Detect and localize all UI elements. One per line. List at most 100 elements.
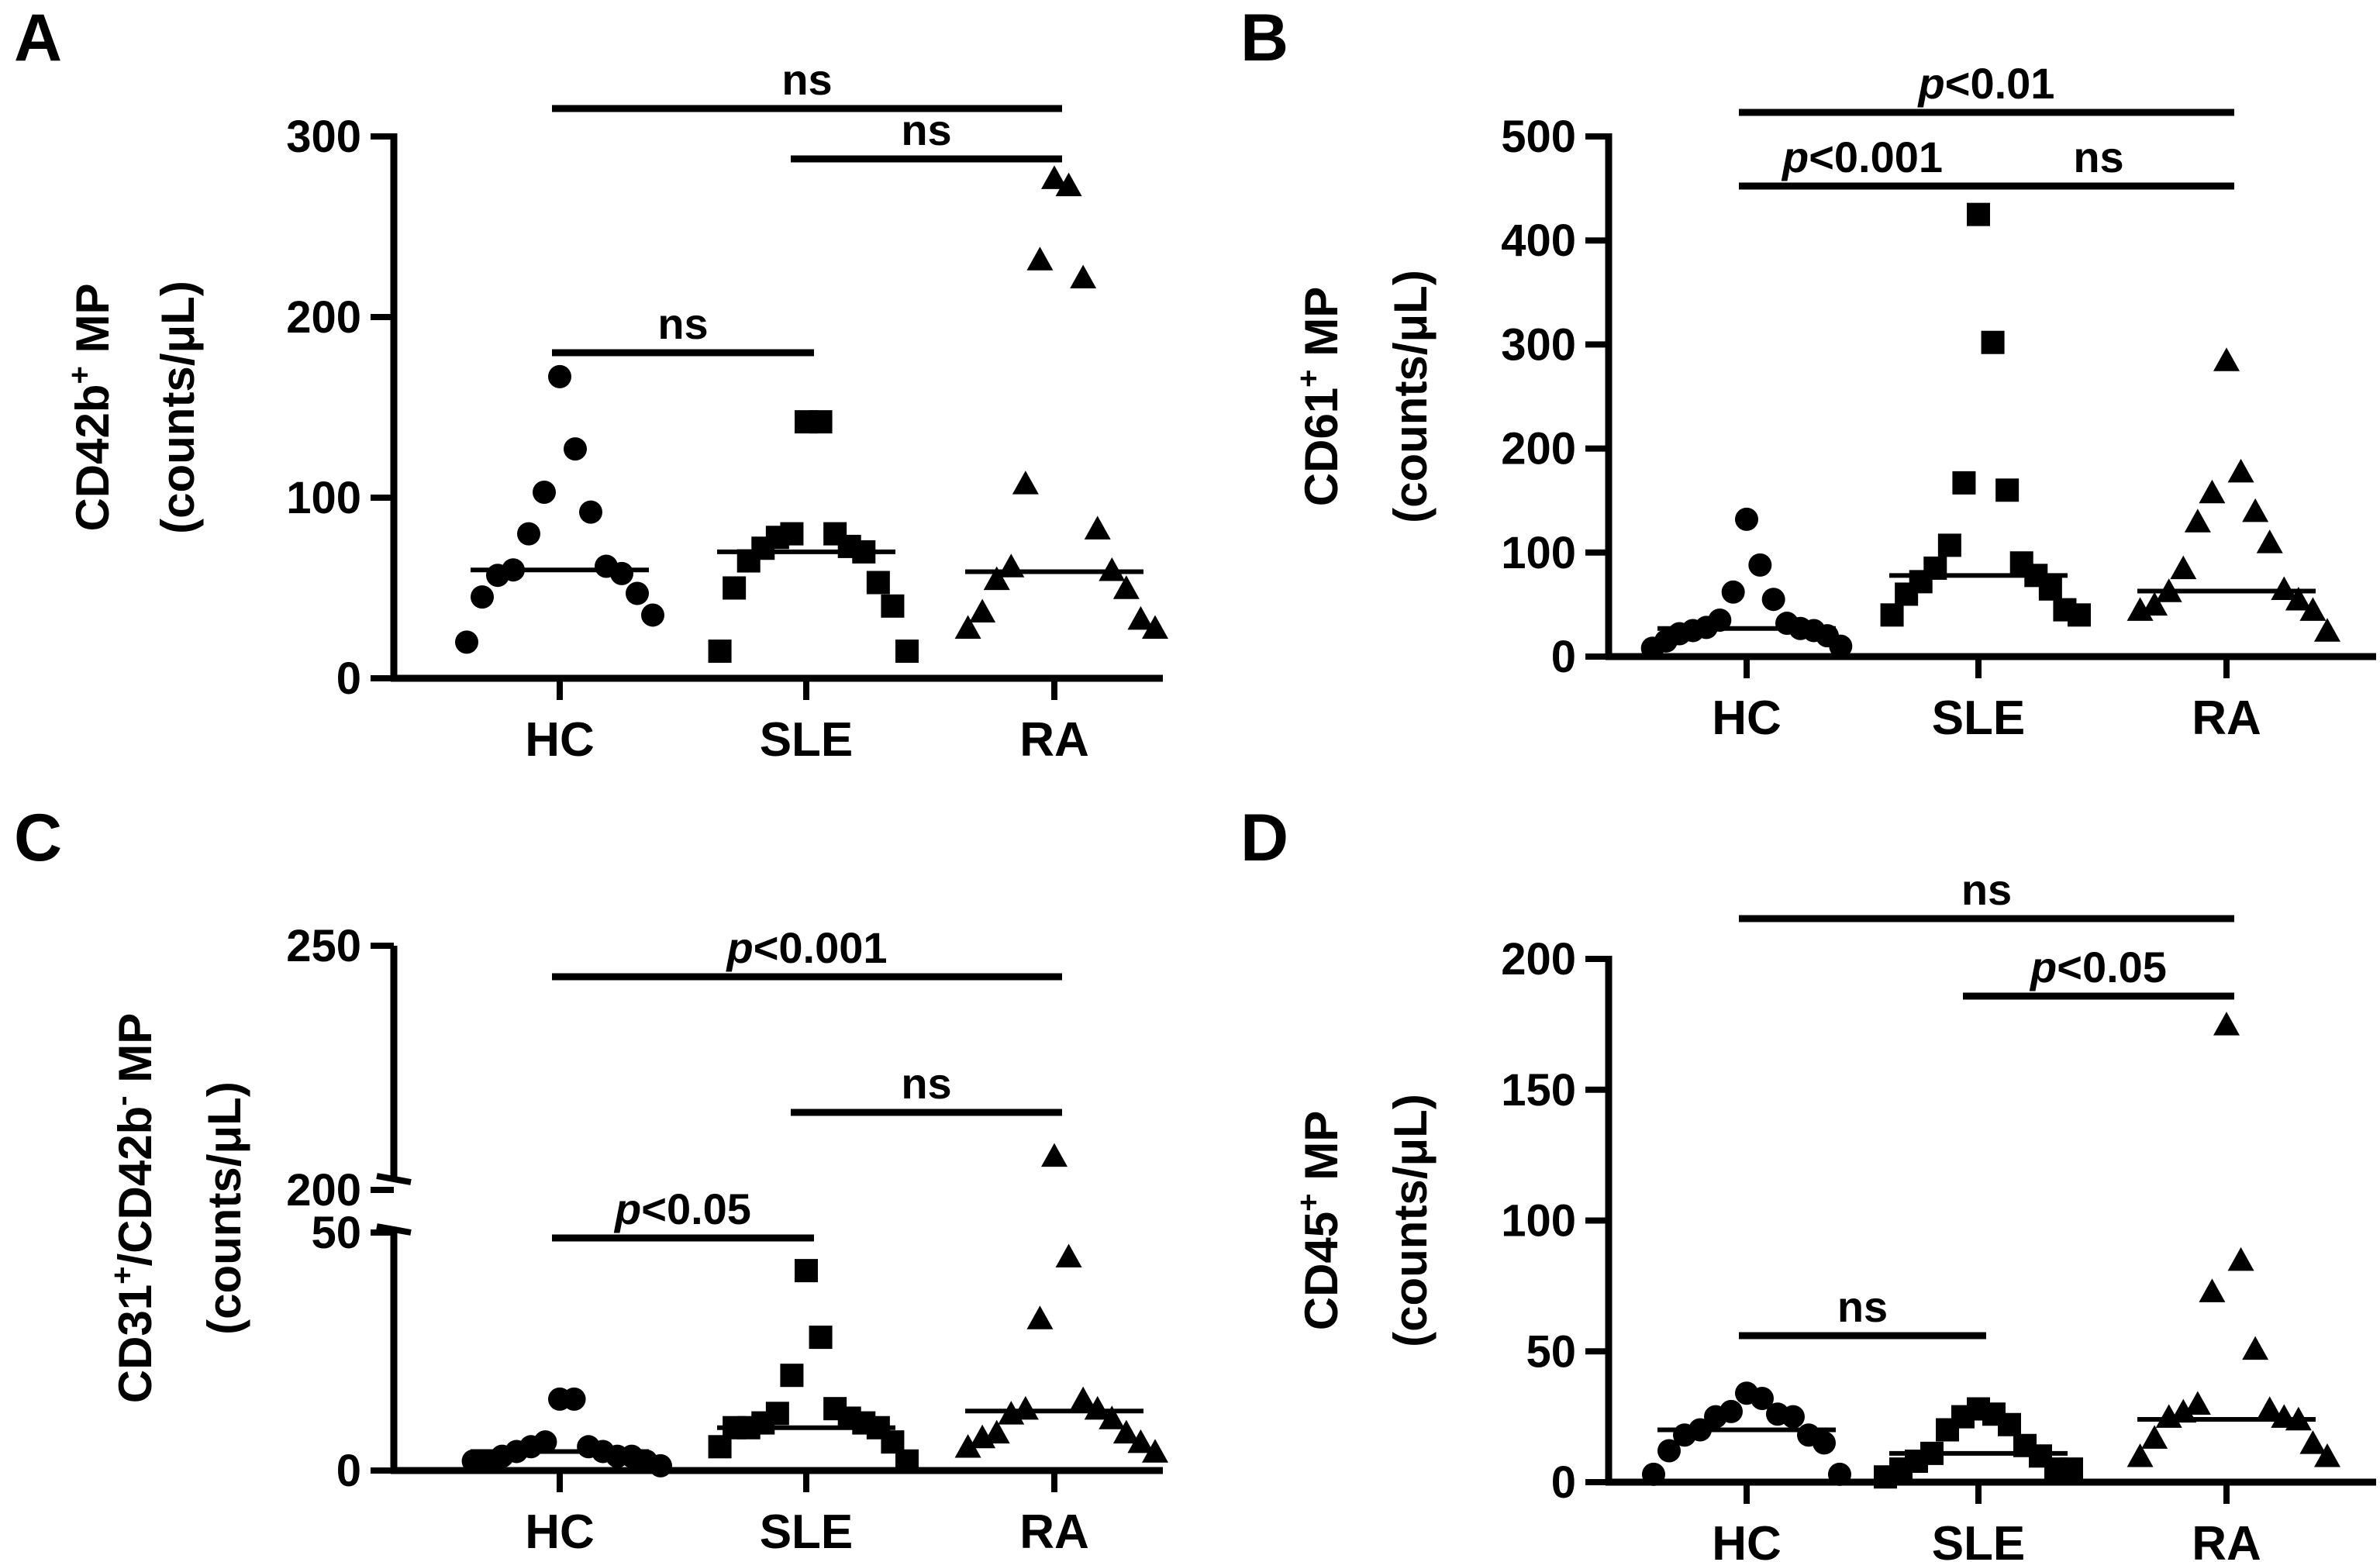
y-tick-label: 200 <box>1501 934 1576 984</box>
significance-value: <0.05 <box>641 1184 751 1233</box>
significance-p: p <box>725 923 753 972</box>
data-point-hc <box>1642 1462 1665 1486</box>
y-tick-label: 500 <box>1501 112 1576 162</box>
data-point-hc <box>1657 1439 1681 1463</box>
significance-p: p <box>1917 59 1945 108</box>
data-point-ra <box>2299 1430 2327 1454</box>
x-category-label: RA <box>2192 691 2261 745</box>
y-axis-title-text: CD31 <box>109 1284 161 1403</box>
y-tick-label: 50 <box>1526 1326 1576 1377</box>
y-axis-title-line: (counts/μL) <box>198 1081 250 1335</box>
data-point-ra <box>969 598 996 623</box>
data-point-ra <box>1084 515 1111 540</box>
data-point-sle <box>881 594 905 618</box>
y-axis-title-text: MP <box>109 1013 161 1096</box>
data-point-sle <box>780 1364 804 1388</box>
data-point-ra <box>2256 1396 2283 1420</box>
data-point-hc <box>517 522 540 546</box>
data-point-sle <box>1995 478 2020 502</box>
data-point-ra <box>2184 1391 2211 1415</box>
y-axis-title-text: CD45 <box>1295 1212 1347 1330</box>
data-point-ra <box>2314 1443 2340 1467</box>
x-category-label: SLE <box>1932 691 2026 745</box>
data-point-ra <box>2242 498 2269 522</box>
y-axis-title-text: /CD42b <box>109 1106 161 1267</box>
y-tick-label: 0 <box>336 653 361 704</box>
data-point-ra <box>2213 347 2240 371</box>
data-point-sle <box>708 1435 732 1459</box>
data-point-ra <box>1026 247 1054 271</box>
data-point-hc <box>1640 636 1664 660</box>
data-point-ra <box>2199 1278 2226 1302</box>
significance-value: ns <box>901 105 951 154</box>
significance-value: ns <box>2073 133 2123 181</box>
y-tick-label: 0 <box>1551 1457 1576 1508</box>
y-axis-title-line: (counts/μL) <box>1385 270 1437 523</box>
data-point-ra <box>1127 1429 1154 1453</box>
data-point-ra <box>954 615 981 640</box>
x-category-label: RA <box>2192 1517 2261 1562</box>
significance-label: ns <box>781 55 832 104</box>
data-point-ra <box>2227 458 2254 483</box>
x-category-label: RA <box>1019 713 1089 767</box>
data-point-sle <box>723 576 747 600</box>
panel-letter: A <box>14 1 62 75</box>
data-point-hc <box>1735 507 1758 531</box>
significance-label: ns <box>1837 1282 1888 1331</box>
y-tick-label: 300 <box>1501 319 1576 370</box>
y-axis-title-line: CD31+/CD42b- MP <box>105 1013 161 1403</box>
x-category-label: HC <box>525 1505 595 1559</box>
data-point-ra <box>2141 591 2168 616</box>
y-tick-label: 0 <box>1551 632 1576 682</box>
data-point-sle <box>1880 603 1904 627</box>
y-axis-title-line: (counts/μL) <box>1385 1094 1437 1347</box>
significance-p: p <box>1781 133 1809 181</box>
significance-value: <0.01 <box>1945 59 2055 108</box>
data-point-ra <box>1142 1439 1168 1463</box>
data-point-hc <box>1828 1462 1851 1486</box>
data-point-ra <box>954 1434 981 1458</box>
panel-a: A 0 100 200 300 HC SLE RA CD42b+ MP (counts/μL) ns… <box>14 1 1168 767</box>
data-point-sle <box>2068 603 2091 627</box>
y-tick-label: 200 <box>1501 424 1576 474</box>
data-point-hc <box>649 1453 672 1478</box>
y-tick-label: 100 <box>1501 1196 1576 1246</box>
y-axis-title-text: (counts/μL) <box>1385 270 1437 523</box>
y-axis-break-mark <box>376 1173 412 1185</box>
y-axis-title-line: CD45+ MP <box>1292 1111 1347 1330</box>
x-category-label: SLE <box>760 1505 854 1559</box>
significance-value: ns <box>901 1059 951 1108</box>
y-tick-label: 250 <box>286 921 361 971</box>
data-point-hc <box>1829 634 1853 658</box>
data-point-ra <box>1099 1405 1126 1429</box>
x-category-label: SLE <box>1932 1517 2026 1562</box>
significance-value: ns <box>1961 865 2012 914</box>
data-point-ra <box>2126 1443 2154 1467</box>
y-axis-title-text: (counts/μL) <box>1385 1094 1437 1347</box>
data-point-ra <box>1041 165 1068 189</box>
data-point-sle <box>866 571 890 595</box>
significance-p: p <box>2029 943 2057 991</box>
panel-letter: C <box>14 801 62 875</box>
data-point-hc <box>1751 1387 1774 1410</box>
y-tick-label: 100 <box>1501 528 1576 578</box>
significance-value: ns <box>1837 1282 1888 1331</box>
x-category-label: RA <box>1019 1505 1089 1559</box>
significance-label: ns <box>901 1059 951 1108</box>
y-axis-title-text: (counts/μL) <box>198 1081 250 1335</box>
data-point-ra <box>2184 509 2211 533</box>
panel-d: D 0 50 100 150 200 HC SLE RA CD45+ MP (counts/μL) n… <box>1240 801 2376 1562</box>
data-point-sle <box>708 640 732 664</box>
y-tick-label: 100 <box>286 473 361 523</box>
significance-label: ns <box>2073 133 2123 181</box>
y-axis-title-text: MP <box>67 283 119 366</box>
data-point-ra <box>1099 557 1126 581</box>
significance-value: ns <box>781 55 832 104</box>
data-point-hc <box>455 630 478 654</box>
data-point-sle <box>1952 471 1976 495</box>
data-point-sle <box>809 410 833 434</box>
data-point-ra <box>2314 618 2340 642</box>
data-point-ra <box>1012 1395 1039 1420</box>
data-point-sle <box>1874 1465 1897 1489</box>
